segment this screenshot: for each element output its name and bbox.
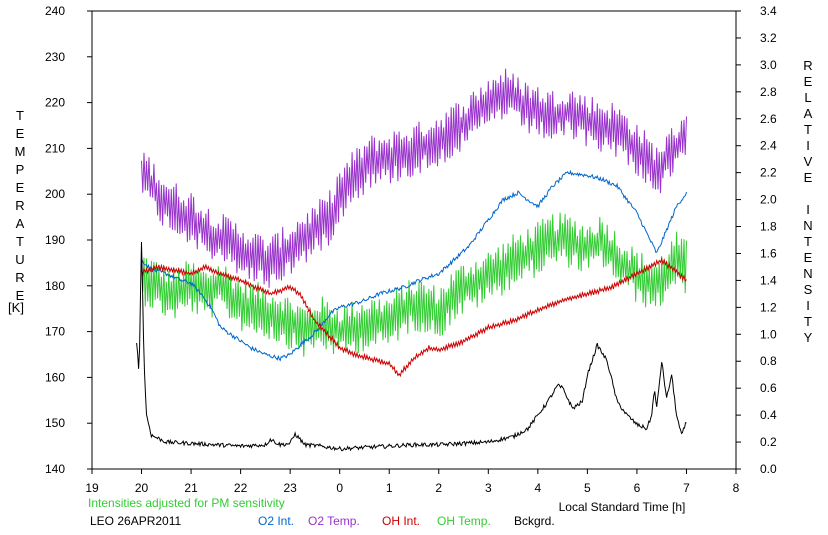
right-axis-title-letter: R	[803, 58, 812, 73]
right-tick-label: 0.2	[760, 435, 777, 449]
left-axis-title-letter: T	[16, 234, 24, 249]
series-line-oh-temp	[141, 212, 687, 357]
x-tick-label: 2	[435, 481, 442, 495]
left-tick-label: 170	[45, 325, 65, 339]
x-tick-label: 23	[283, 481, 297, 495]
station-label: LEO 26APR2011	[90, 514, 181, 528]
right-tick-label: 2.0	[760, 193, 777, 207]
right-tick-label: 2.2	[760, 166, 777, 180]
right-axis-title-letter: T	[804, 314, 812, 329]
right-tick-label: 1.6	[760, 246, 777, 260]
x-tick-label: 20	[135, 481, 149, 495]
right-axis-title-letter: N	[803, 266, 812, 281]
x-tick-label: 21	[184, 481, 198, 495]
right-axis-title-letter: N	[803, 218, 812, 233]
left-axis-title-letter: E	[16, 180, 25, 195]
series-line-o2-int	[141, 169, 687, 362]
left-axis-title-letter: M	[15, 144, 26, 159]
right-axis-title-letter: T	[804, 122, 812, 137]
right-axis-title-letter: S	[804, 282, 813, 297]
right-axis-title-letter: E	[804, 250, 813, 265]
left-tick-label: 180	[45, 279, 65, 293]
left-tick-label: 160	[45, 370, 65, 384]
left-tick-label: 200	[45, 187, 65, 201]
x-axis-label: Local Standard Time [h]	[559, 500, 686, 514]
legend-oh-temp: OH Temp.	[437, 514, 491, 528]
left-tick-label: 150	[45, 416, 65, 430]
series-layer	[136, 68, 687, 452]
x-tick-label: 7	[683, 481, 690, 495]
right-axis-title-letter: V	[804, 154, 813, 169]
left-axis-unit: [K]	[8, 300, 24, 315]
left-axis-title-letter: T	[16, 108, 24, 123]
right-axis-title-letter: I	[806, 298, 810, 313]
right-tick-label: 2.8	[760, 85, 777, 99]
right-tick-label: 1.2	[760, 300, 777, 314]
right-tick-label: 3.0	[760, 58, 777, 72]
legend-o2-int: O2 Int.	[258, 514, 294, 528]
left-tick-label: 240	[45, 4, 65, 18]
x-tick-label: 4	[535, 481, 542, 495]
sensitivity-note: Intensities adjusted for PM sensitivity	[88, 496, 285, 510]
left-tick-label: 190	[45, 233, 65, 247]
x-tick-label: 8	[733, 481, 740, 495]
left-tick-label: 140	[45, 462, 65, 476]
right-tick-label: 1.4	[760, 273, 777, 287]
x-tick-label: 3	[485, 481, 492, 495]
right-tick-label: 1.8	[760, 220, 777, 234]
right-tick-label: 3.2	[760, 31, 777, 45]
left-axis-title-letter: E	[16, 288, 25, 303]
series-line-o2-temp	[141, 68, 687, 288]
left-tick-label: 220	[45, 96, 65, 110]
right-axis-title-letter: A	[804, 106, 813, 121]
left-axis-title-letter: E	[16, 126, 25, 141]
axes-layer: 19 20 21 22 23 0 1 2 3 4 5 6 7 8140150160170180190200…	[15, 4, 813, 495]
x-tick-label: 1	[386, 481, 393, 495]
right-axis-title-letter: L	[804, 90, 811, 105]
left-axis-title-letter: U	[15, 252, 24, 267]
x-tick-label: 19	[85, 481, 99, 495]
left-axis-title-letter: R	[15, 198, 24, 213]
right-tick-label: 0.4	[760, 408, 777, 422]
right-tick-label: 0.0	[760, 462, 777, 476]
right-tick-label: 1.0	[760, 327, 777, 341]
right-tick-label: 2.6	[760, 112, 777, 126]
x-tick-label: 0	[336, 481, 343, 495]
left-axis-title-letter: R	[15, 270, 24, 285]
right-axis-title-letter: T	[804, 234, 812, 249]
right-axis-title-letter: I	[806, 202, 810, 217]
right-axis-title-letter: E	[804, 170, 813, 185]
series-line-oh-int	[141, 256, 687, 378]
x-tick-label: 22	[234, 481, 248, 495]
legend-bckgrd: Bckgrd.	[514, 514, 555, 528]
series-line-bckgrd	[136, 241, 687, 452]
left-axis-title-letter: P	[16, 162, 25, 177]
x-tick-label: 5	[584, 481, 591, 495]
x-tick-label: 6	[634, 481, 641, 495]
right-axis-title-letter: Y	[804, 330, 813, 345]
left-axis-title-letter: A	[16, 216, 25, 231]
right-axis-title-letter: E	[804, 74, 813, 89]
right-tick-label: 0.8	[760, 354, 777, 368]
left-tick-label: 210	[45, 141, 65, 155]
left-tick-label: 230	[45, 50, 65, 64]
legend-oh-int: OH Int.	[382, 514, 420, 528]
right-axis-title-letter: I	[806, 138, 810, 153]
right-tick-label: 0.6	[760, 381, 777, 395]
legend-o2-temp: O2 Temp.	[308, 514, 360, 528]
right-tick-label: 2.4	[760, 139, 777, 153]
right-tick-label: 3.4	[760, 4, 777, 18]
